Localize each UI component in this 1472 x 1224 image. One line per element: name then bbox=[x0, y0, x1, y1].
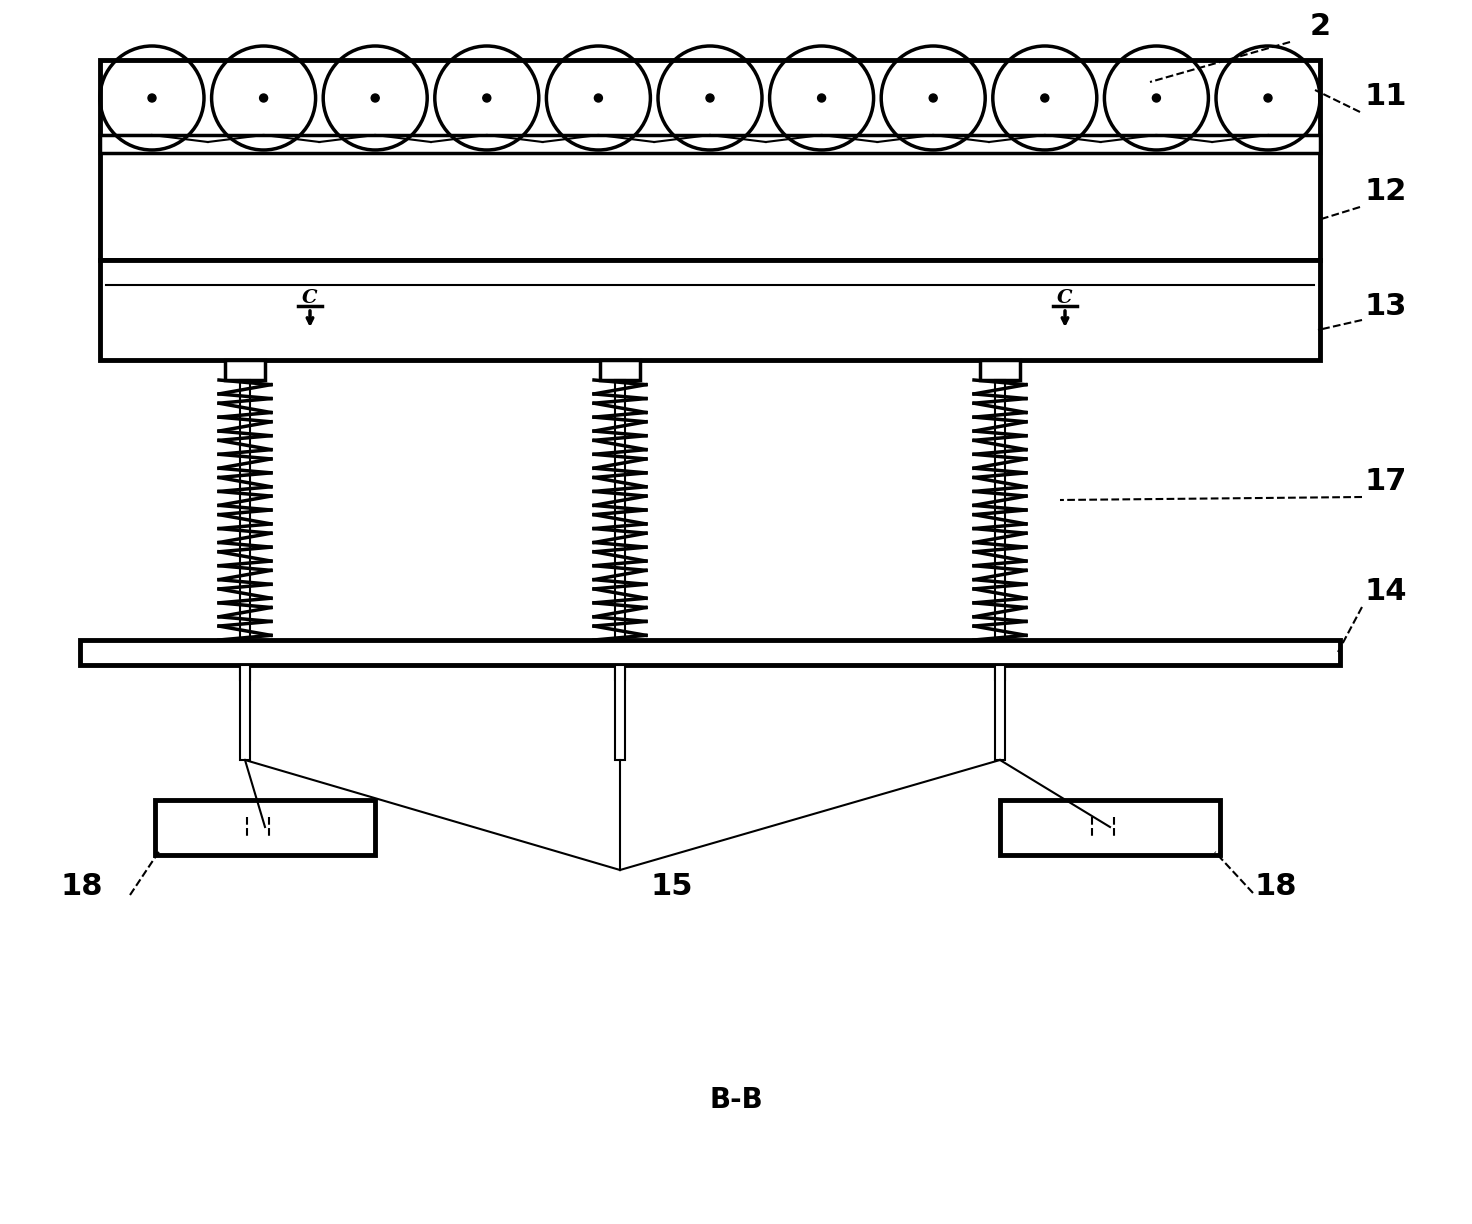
Text: C: C bbox=[302, 289, 318, 307]
Circle shape bbox=[149, 94, 156, 102]
Bar bbox=[100, 259, 1320, 360]
Text: 14: 14 bbox=[1365, 577, 1407, 606]
Circle shape bbox=[707, 94, 714, 102]
Text: B-B: B-B bbox=[710, 1086, 762, 1114]
Circle shape bbox=[1264, 94, 1272, 102]
Text: 12: 12 bbox=[1365, 177, 1407, 206]
Text: 11: 11 bbox=[1365, 82, 1407, 111]
Bar bbox=[100, 135, 1320, 153]
Circle shape bbox=[371, 94, 380, 102]
Text: 18: 18 bbox=[60, 871, 103, 901]
Bar bbox=[79, 640, 1340, 665]
Bar bbox=[100, 60, 1320, 259]
Circle shape bbox=[929, 94, 938, 102]
Bar bbox=[225, 360, 265, 379]
Text: 15: 15 bbox=[651, 871, 692, 901]
Circle shape bbox=[483, 94, 490, 102]
Bar bbox=[155, 800, 375, 856]
Bar bbox=[999, 800, 1220, 856]
Bar bbox=[980, 360, 1020, 379]
Circle shape bbox=[595, 94, 602, 102]
Circle shape bbox=[259, 94, 268, 102]
Bar bbox=[240, 379, 250, 681]
Bar bbox=[615, 379, 626, 681]
Text: 17: 17 bbox=[1365, 468, 1407, 496]
Bar bbox=[240, 665, 250, 760]
Bar bbox=[995, 379, 1005, 681]
Text: C: C bbox=[1057, 289, 1073, 307]
Circle shape bbox=[817, 94, 826, 102]
Circle shape bbox=[1041, 94, 1048, 102]
Text: 2: 2 bbox=[1310, 12, 1331, 40]
Text: 13: 13 bbox=[1365, 293, 1407, 321]
Text: 18: 18 bbox=[1256, 871, 1297, 901]
Circle shape bbox=[1153, 94, 1160, 102]
Bar bbox=[995, 665, 1005, 760]
Bar bbox=[601, 360, 640, 379]
Bar bbox=[615, 665, 626, 760]
